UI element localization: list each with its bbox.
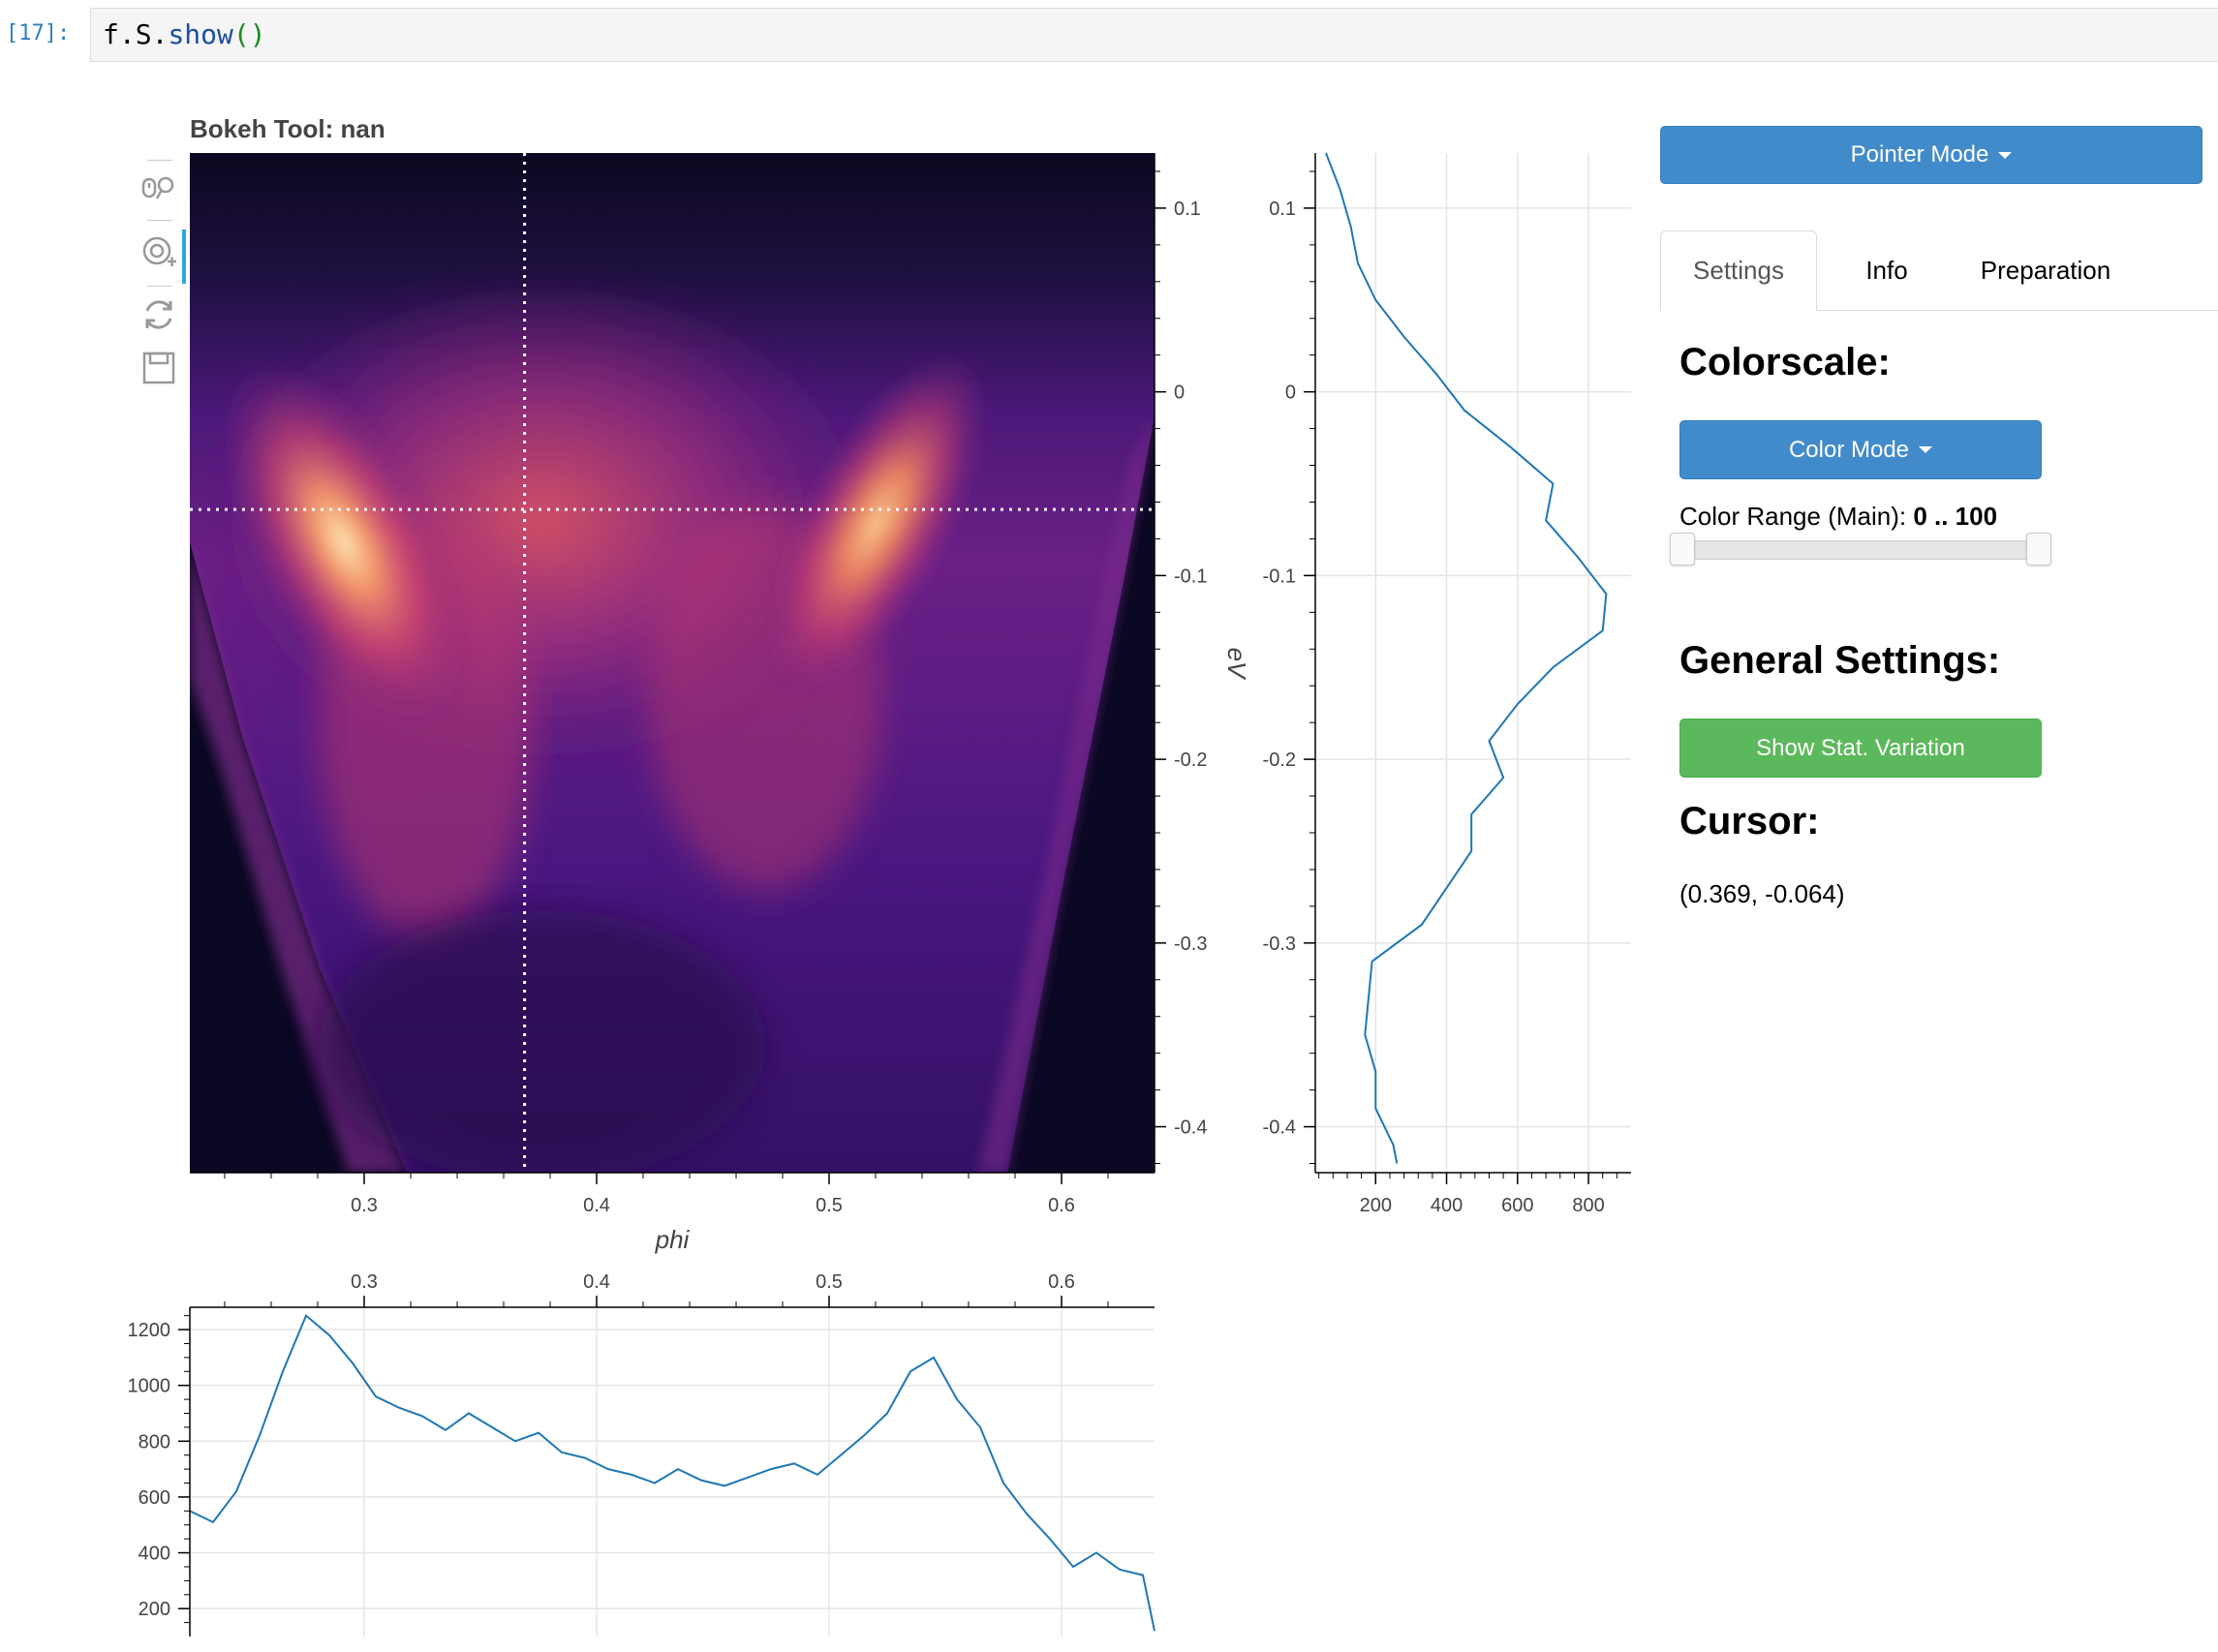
main-y-tick-label: -0.1	[1174, 566, 1207, 587]
bottom-x-tick-label: 0.3	[351, 1271, 378, 1293]
main-axes: 0.3 0.4 0.5 0.6 0.1 0 -0.1 -0.2 -0.3 -0.4 phi eV	[190, 153, 1251, 1254]
right-x-tick-label: 400	[1431, 1195, 1463, 1216]
main-x-tick-label: 0.4	[583, 1195, 610, 1216]
main-y-tick-label: 0	[1174, 382, 1185, 404]
chevron-down-icon	[1919, 446, 1933, 453]
cursor-heading: Cursor:	[1679, 800, 1820, 842]
toolbar-divider	[147, 286, 172, 287]
code-cell[interactable]: f.S.show()	[90, 8, 2218, 62]
code-parens: ()	[232, 18, 266, 50]
code-object: f.S.	[103, 18, 169, 50]
bottom-y-tick-label: 800	[139, 1431, 170, 1453]
pointer-mode-button[interactable]: Pointer Mode	[1660, 126, 2203, 184]
color-range-value: 0 .. 100	[1913, 502, 1998, 531]
bottom-y-tick-label: 1200	[128, 1320, 171, 1341]
main-y-tick-label: -0.3	[1174, 933, 1207, 955]
toolbar-divider	[147, 160, 172, 161]
right-x-tick-label: 600	[1501, 1195, 1533, 1216]
bottom-x-tick-label: 0.5	[816, 1271, 843, 1293]
color-mode-label: Color Mode	[1788, 436, 1910, 463]
right-profile-axes: 0.1 0 -0.1 -0.2 -0.3 -0.4 200 400 600 800	[1263, 153, 1631, 1216]
right-profile-plot[interactable]: 0.1 0 -0.1 -0.2 -0.3 -0.4 200 400 600 800	[0, 0, 1647, 1278]
show-stat-variation-button[interactable]: Show Stat. Variation	[1679, 719, 2042, 778]
color-range-slider[interactable]	[1681, 540, 2051, 560]
active-tool-indicator	[182, 229, 186, 284]
right-y-tick-label: -0.1	[1263, 566, 1296, 587]
right-y-tick-label: -0.2	[1263, 750, 1296, 771]
pointer-mode-label: Pointer Mode	[1850, 141, 1989, 168]
tab-info[interactable]: Info	[1865, 255, 1908, 285]
tab-preparation[interactable]: Preparation	[1980, 255, 2111, 285]
right-profile-line	[1325, 152, 1608, 1164]
code-text: f.S.show()	[103, 18, 266, 50]
bottom-y-tick-label: 400	[139, 1544, 170, 1565]
main-y-axis-label: eV	[1222, 648, 1251, 681]
right-y-tick-label: 0.1	[1269, 199, 1296, 220]
bottom-profile-axes: 0.3 0.4 0.5 0.6 1200 1000 800 600 400 200	[128, 1271, 1155, 1637]
main-y-tick-label: -0.4	[1174, 1117, 1207, 1139]
save-icon[interactable]	[139, 349, 178, 387]
right-profile-grid	[1315, 153, 1631, 1173]
crosshair	[190, 153, 1155, 1173]
right-x-tick-label: 800	[1572, 1195, 1604, 1216]
wheel-zoom-icon[interactable]	[139, 233, 178, 272]
color-range-label-row: Color Range (Main): 0 .. 100	[1679, 502, 1997, 532]
slider-handle-max[interactable]	[2026, 533, 2051, 566]
main-x-axis-label: phi	[655, 1225, 691, 1254]
bottom-y-tick-label: 600	[139, 1487, 170, 1509]
toolbar-divider	[147, 220, 172, 221]
bottom-profile-grid	[190, 1307, 1155, 1637]
show-stat-variation-label: Show Stat. Variation	[1756, 734, 1965, 761]
slider-handle-min[interactable]	[1670, 533, 1695, 566]
bottom-x-tick-label: 0.4	[583, 1271, 610, 1293]
bokeh-tool-title: Bokeh Tool: nan	[190, 114, 385, 143]
bottom-profile-line	[189, 1314, 1155, 1632]
plot-toolbar	[130, 160, 188, 402]
colorscale-heading: Colorscale:	[1679, 341, 1891, 383]
heatmap-image	[190, 153, 1155, 1173]
right-y-tick-label: -0.3	[1263, 933, 1296, 955]
bottom-y-tick-label: 1000	[128, 1376, 171, 1397]
pan-icon[interactable]	[139, 169, 178, 208]
panel-tabs: Settings Info Preparation	[1660, 230, 2218, 311]
tab-settings[interactable]: Settings	[1660, 230, 1817, 311]
main-x-tick-label: 0.6	[1048, 1195, 1075, 1216]
cursor-value: (0.369, -0.064)	[1679, 879, 1845, 908]
main-x-tick-label: 0.3	[351, 1195, 378, 1216]
main-plot[interactable]: 0.3 0.4 0.5 0.6 0.1 0 -0.1 -0.2 -0.3 -0.4 phi eV	[0, 0, 1251, 1278]
right-x-tick-label: 200	[1360, 1195, 1392, 1216]
general-settings-heading: General Settings:	[1679, 639, 2001, 682]
bottom-profile-plot[interactable]: 0.3 0.4 0.5 0.6 1200 1000 800 600 400 200	[0, 1239, 1259, 1652]
cell-prompt: [17]:	[6, 21, 71, 46]
bottom-x-tick-label: 0.6	[1048, 1271, 1075, 1293]
main-x-tick-label: 0.5	[816, 1195, 843, 1216]
right-y-tick-label: 0	[1285, 382, 1296, 404]
reset-icon[interactable]	[139, 295, 178, 334]
right-y-tick-label: -0.4	[1263, 1117, 1296, 1139]
color-mode-button[interactable]: Color Mode	[1679, 420, 2042, 479]
bottom-y-tick-label: 200	[139, 1599, 170, 1620]
chevron-down-icon	[1998, 151, 2013, 159]
main-y-tick-label: 0.1	[1174, 199, 1201, 220]
main-y-tick-label: -0.2	[1174, 750, 1207, 771]
color-range-label: Color Range (Main):	[1679, 502, 1907, 531]
code-function: show	[168, 18, 233, 50]
